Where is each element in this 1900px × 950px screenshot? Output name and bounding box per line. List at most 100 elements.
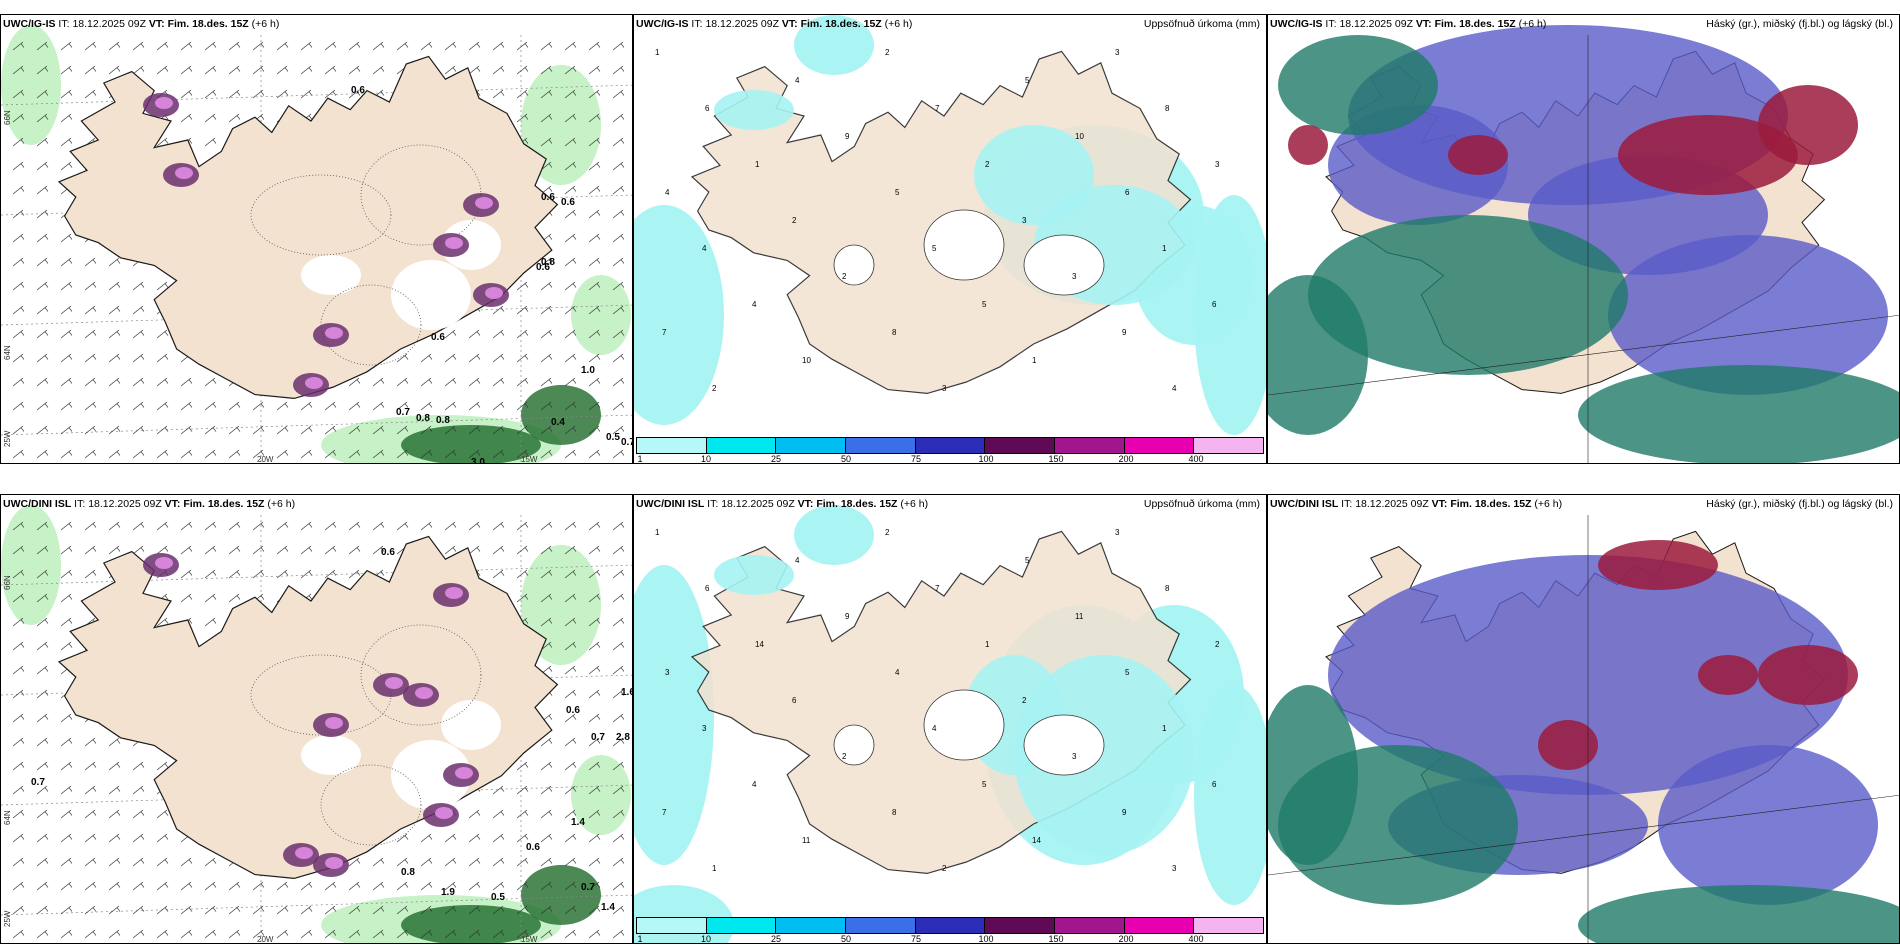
wind-barb <box>516 929 529 939</box>
wind-barb <box>84 905 97 915</box>
wind-barb <box>156 281 169 291</box>
wind-barb <box>36 137 49 147</box>
wind-value-label: 1.6 <box>621 687 633 698</box>
wind-barb <box>492 65 505 75</box>
wind-barb <box>204 113 217 123</box>
wind-barb <box>108 377 121 387</box>
wind-barb <box>420 929 433 939</box>
wind-barb <box>12 401 25 411</box>
wind-barb <box>300 905 313 915</box>
legend-swatch <box>1194 438 1264 453</box>
precip-value-label: 3 <box>1115 528 1120 537</box>
wind-barb <box>132 401 145 411</box>
precip-cell-core <box>295 847 313 859</box>
precip-value-label: 1 <box>1032 356 1037 365</box>
wind-barb <box>516 65 529 75</box>
wind-barb <box>132 425 145 435</box>
wind-barb <box>300 545 313 555</box>
wind-barb <box>420 905 433 915</box>
wind-barb <box>12 665 25 675</box>
mid-cloud <box>1608 235 1888 395</box>
wind-barb <box>252 425 265 435</box>
wind-barb <box>132 41 145 51</box>
wind-barb <box>612 377 625 387</box>
legend-swatch <box>1124 918 1195 933</box>
wind-barb <box>12 905 25 915</box>
wind-barb <box>492 89 505 99</box>
wind-barb <box>396 929 409 939</box>
precip-value-label: 4 <box>665 188 670 197</box>
wind-barb <box>540 41 553 51</box>
legend-swatch <box>985 918 1056 933</box>
panel-title-right: Uppsöfnuð úrkoma (mm) <box>1143 498 1260 510</box>
lat-label: 25W <box>3 910 12 927</box>
wind-barb <box>12 281 25 291</box>
precip-value-label: 3 <box>1022 216 1027 225</box>
wind-barb <box>180 521 193 531</box>
wind-barb <box>516 329 529 339</box>
wind-barb <box>468 329 481 339</box>
precip-legend: 1 10 25 50 75 100 150 200 400 <box>634 437 1266 463</box>
wind-value-label: 1.9 <box>441 887 455 898</box>
wind-barb <box>588 857 601 867</box>
wind-barb <box>492 401 505 411</box>
wind-barb <box>372 545 385 555</box>
wind-barb <box>36 161 49 171</box>
wind-barb <box>108 449 121 459</box>
wind-barb <box>564 785 577 795</box>
wind-barb <box>348 425 361 435</box>
wind-barb <box>612 761 625 771</box>
wind-barb <box>588 41 601 51</box>
grid-line <box>1 894 632 916</box>
wind-barb <box>564 521 577 531</box>
wind-barb <box>516 761 529 771</box>
precip-value-label: 4 <box>895 668 900 677</box>
wind-barb <box>60 161 73 171</box>
wind-barb <box>180 401 193 411</box>
precip-area <box>634 205 724 425</box>
wind-barb <box>84 569 97 579</box>
precip-value-label: 1 <box>1162 244 1167 253</box>
legend-label: 10 <box>700 454 712 464</box>
wind-barb <box>108 737 121 747</box>
precip-value-label: 4 <box>702 244 707 253</box>
wind-barb <box>588 377 601 387</box>
high-cloud <box>1268 275 1368 435</box>
wind-value-label: 0.6 <box>351 85 365 96</box>
wind-barb <box>612 665 625 675</box>
wind-barb <box>588 833 601 843</box>
panel-cloud-row1: UWC/IG-IS IT: 18.12.2025 09Z VT: Fim. 18… <box>1267 14 1900 464</box>
wind-barb <box>36 929 49 939</box>
cloud-hatch-area <box>320 764 422 846</box>
precip-value-label: 14 <box>1032 836 1041 845</box>
legend-label: 1 <box>637 934 643 944</box>
wind-barb <box>516 89 529 99</box>
mid-cloud <box>1328 105 1508 225</box>
glacier-area <box>301 735 361 775</box>
wind-barb <box>612 785 625 795</box>
wind-barb <box>36 689 49 699</box>
precip-value-label: 7 <box>935 104 940 113</box>
wind-barb <box>108 521 121 531</box>
wind-barb <box>84 353 97 363</box>
precip-area <box>794 505 874 565</box>
panel-title-right: Háský (gr.), miðský (fj.bl.) og lágský (… <box>1706 18 1893 30</box>
wind-barb <box>84 521 97 531</box>
wind-barb <box>612 905 625 915</box>
wind-barb <box>540 257 553 267</box>
wind-barb <box>12 569 25 579</box>
wind-barb <box>612 137 625 147</box>
low-cloud <box>1618 115 1798 195</box>
wind-barb <box>204 401 217 411</box>
wind-barb <box>564 881 577 891</box>
wind-barb <box>132 305 145 315</box>
wind-barb <box>612 233 625 243</box>
wind-barb <box>204 65 217 75</box>
wind-barb <box>564 545 577 555</box>
wind-barb <box>108 905 121 915</box>
wind-barb <box>372 401 385 411</box>
wind-barb <box>564 401 577 411</box>
wind-barb <box>36 89 49 99</box>
wind-barb <box>540 881 553 891</box>
wind-value-label: 1.4 <box>571 817 585 828</box>
